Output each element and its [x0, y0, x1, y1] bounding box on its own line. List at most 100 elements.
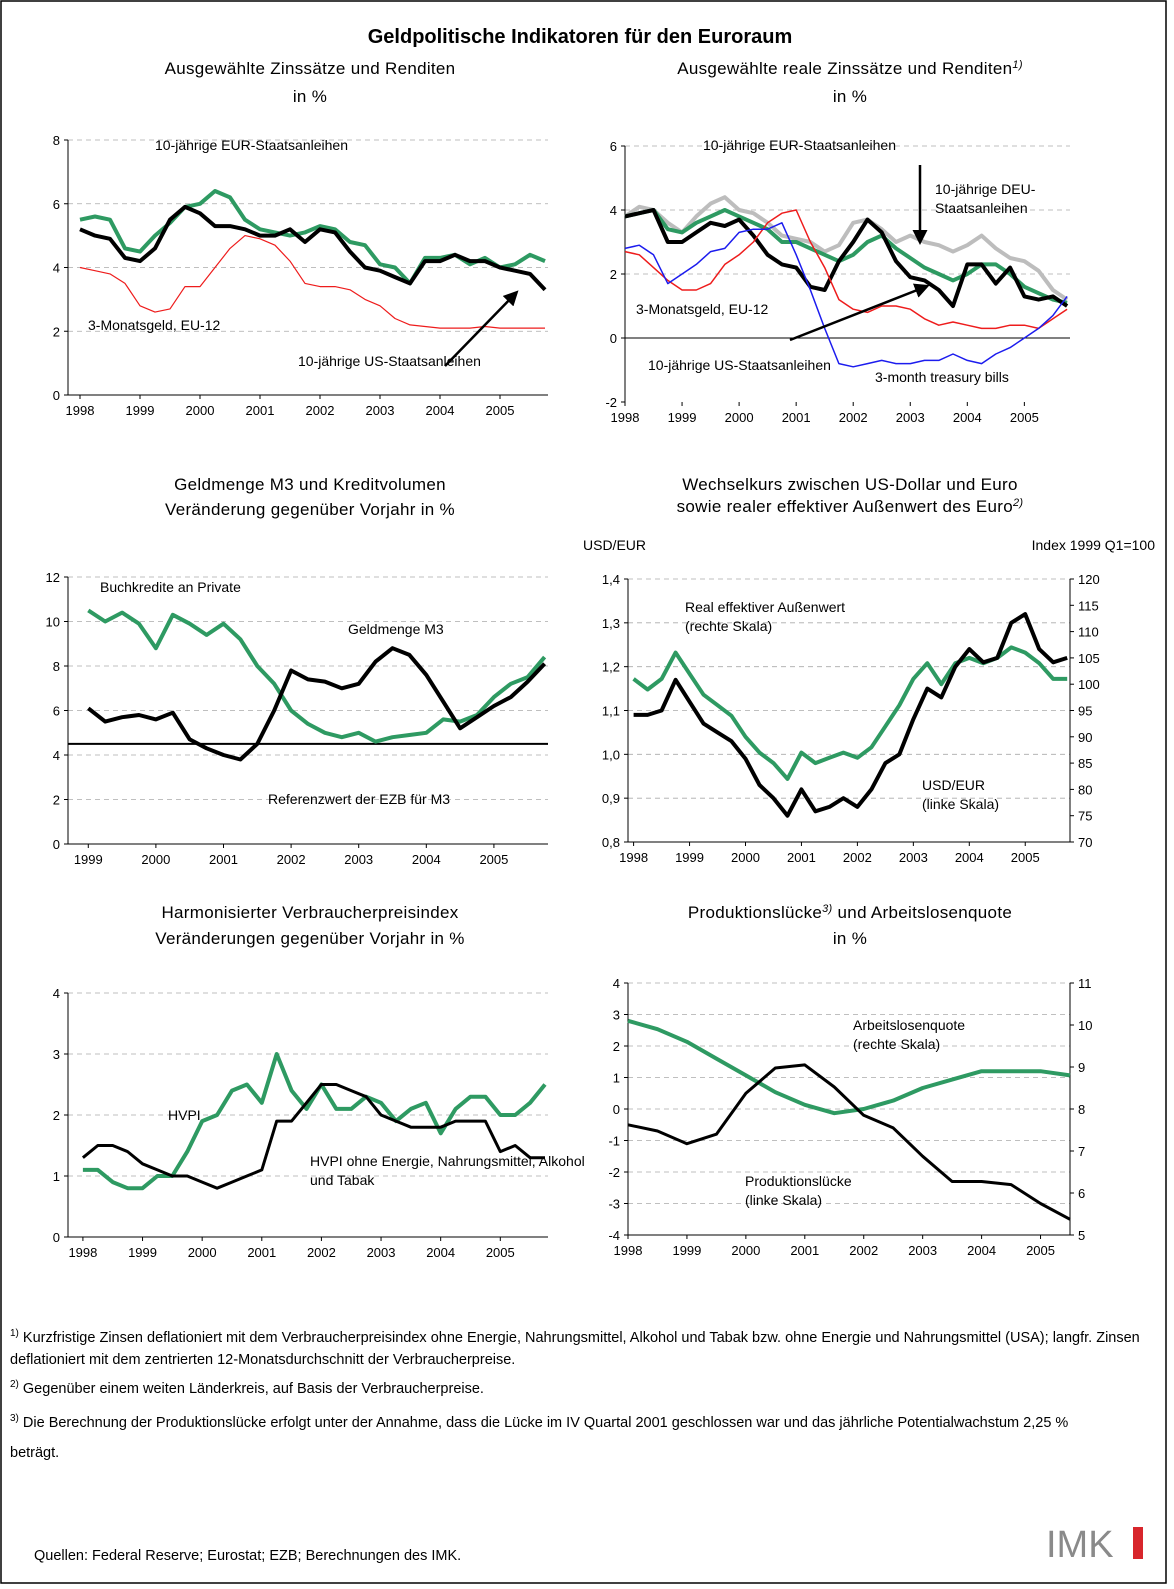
x-tick-label: 2002: [839, 410, 868, 425]
x-tick-label: 2002: [277, 852, 306, 867]
title-part: Veränderung gegenüber Vorjahr in %: [165, 500, 455, 519]
x-tick-label: 2004: [426, 1245, 455, 1260]
x-tick-label: 1999: [74, 852, 103, 867]
x-tick-label: 2003: [899, 850, 928, 865]
y-tick-label: 8: [53, 133, 60, 148]
y2-tick-label: 7: [1078, 1144, 1085, 1159]
y2-tick-label: 75: [1078, 809, 1092, 824]
x-tick-label: 2003: [366, 403, 395, 418]
x-tick-label: 2004: [426, 403, 455, 418]
series-line: [624, 222, 1068, 368]
series-line: [81, 1083, 545, 1190]
footnote-mark: 1): [10, 1328, 19, 1339]
chart-title: Ausgewählte Zinssätze und Renditen: [165, 59, 456, 78]
y2-tick-label: 5: [1078, 1228, 1085, 1243]
y2-tick-label: 8: [1078, 1102, 1085, 1117]
chart-title: Produktionslücke3) und Arbeitslosenquote: [688, 903, 1012, 922]
y2-tick-label: 120: [1078, 572, 1100, 587]
y-tick-label: 0,8: [602, 835, 620, 850]
series-label: Buchkredite an Private: [100, 578, 241, 597]
y-tick-label: -3: [608, 1197, 620, 1212]
y-tick-label: 2: [53, 324, 60, 339]
y-tick-label: 8: [53, 659, 60, 674]
y-tick-label: 0: [610, 331, 617, 346]
y2-tick-label: 80: [1078, 782, 1092, 797]
series-line: [627, 1063, 1071, 1221]
series-note: (linke Skala): [922, 796, 1000, 812]
series-line: [624, 208, 1069, 308]
series-name: Geldmenge M3: [348, 621, 444, 637]
x-tick-label: 1998: [68, 1245, 97, 1260]
chart-title: in %: [833, 929, 867, 948]
x-tick-label: 2000: [731, 1243, 760, 1258]
x-tick-label: 1999: [675, 850, 704, 865]
x-tick-label: 2005: [1010, 410, 1039, 425]
y2-tick-label: 95: [1078, 704, 1092, 719]
x-tick-label: 1998: [614, 1243, 643, 1258]
x-tick-label: 2002: [843, 850, 872, 865]
x-tick-label: 2004: [953, 410, 982, 425]
x-tick-label: 2004: [967, 1243, 996, 1258]
series-note: (linke Skala): [745, 1192, 823, 1208]
y-tick-label: 1,2: [602, 660, 620, 675]
series-line: [623, 195, 1069, 302]
chart-title: sowie realer effektiver Außenwert des Eu…: [677, 497, 1024, 516]
y2-tick-label: 9: [1078, 1060, 1085, 1075]
arrow: [444, 290, 519, 367]
title-part: Harmonisierter Verbraucherpreisindex: [161, 903, 458, 922]
y-tick-label: 6: [53, 197, 60, 212]
x-tick-label: 2004: [412, 852, 441, 867]
series-label: HVPI ohne Energie, Nahrungsmittel, Alkoh…: [310, 1152, 600, 1190]
series-name: 3-Monatsgeld, EU-12: [636, 301, 769, 317]
chart-title: in %: [293, 87, 327, 106]
x-tick-label: 2005: [1026, 1243, 1055, 1258]
y-tick-label: 1,4: [602, 572, 620, 587]
title-part: Ausgewählte reale Zinssätze und Renditen: [677, 59, 1012, 78]
series-label: Arbeitslosenquote (rechte Skala): [853, 1016, 965, 1054]
x-tick-label: 2002: [306, 403, 335, 418]
title-note: 2): [1012, 497, 1023, 509]
y-tick-label: 0,9: [602, 791, 620, 806]
series-label: 10-jährige US-Staatsanleihen: [298, 352, 481, 371]
logo-mark: [1133, 1527, 1143, 1559]
chart-title: Wechselkurs zwischen US-Dollar und Euro: [682, 475, 1017, 494]
y-tick-label: 4: [53, 748, 60, 763]
x-tick-label: 1998: [611, 410, 640, 425]
footnote-mark: 3): [10, 1413, 19, 1424]
logo: IMK: [1046, 1524, 1114, 1566]
x-tick-label: 2001: [782, 410, 811, 425]
x-tick-label: 1999: [126, 403, 155, 418]
y2-tick-label: 6: [1078, 1186, 1085, 1201]
series-name: 10-jährige EUR-Staatsanleihen: [703, 137, 896, 153]
main-title: Geldpolitische Indikatoren für den Euror…: [368, 26, 793, 48]
series-line: [633, 612, 1068, 818]
y-tick-label: 6: [53, 704, 60, 719]
title-part: Ausgewählte Zinssätze und Renditen: [165, 59, 456, 78]
series-line: [624, 208, 1068, 305]
series-name: USD/EUR: [922, 777, 986, 793]
series-label: 3-month treasury bills: [875, 368, 1009, 387]
y2-tick-label: 90: [1078, 730, 1092, 745]
source: Quellen: Federal Reserve; Eurostat; EZB;…: [34, 1545, 461, 1567]
y-axis-label: USD/EUR: [583, 537, 646, 553]
chart-title: in %: [833, 87, 867, 106]
series-name: 3-Monatsgeld, EU-12: [88, 317, 221, 333]
source-text: Quellen: Federal Reserve; Eurostat; EZB;…: [34, 1548, 462, 1564]
series-line: [87, 608, 547, 744]
x-tick-label: 2005: [479, 852, 508, 867]
series-name: Arbeitslosenquote: [853, 1017, 966, 1033]
chart-title: Veränderungen gegenüber Vorjahr in %: [155, 929, 464, 948]
series-label: Produktionslücke (linke Skala): [745, 1172, 852, 1210]
y-tick-label: 4: [613, 976, 620, 991]
title-part: in %: [833, 929, 867, 948]
series-name: Buchkredite an Private: [100, 579, 241, 595]
y-tick-label: 1,1: [602, 704, 620, 719]
series-name: 10-jährige US-Staatsanleihen: [648, 357, 831, 373]
y2-tick-label: 110: [1078, 625, 1099, 640]
footnote: 1) Kurzfristige Zinsen deflationiert mit …: [10, 1323, 1140, 1371]
title-part: sowie realer effektiver Außenwert des Eu…: [677, 497, 1013, 516]
y2-tick-label: 85: [1078, 756, 1092, 771]
x-tick-label: 1998: [66, 403, 95, 418]
